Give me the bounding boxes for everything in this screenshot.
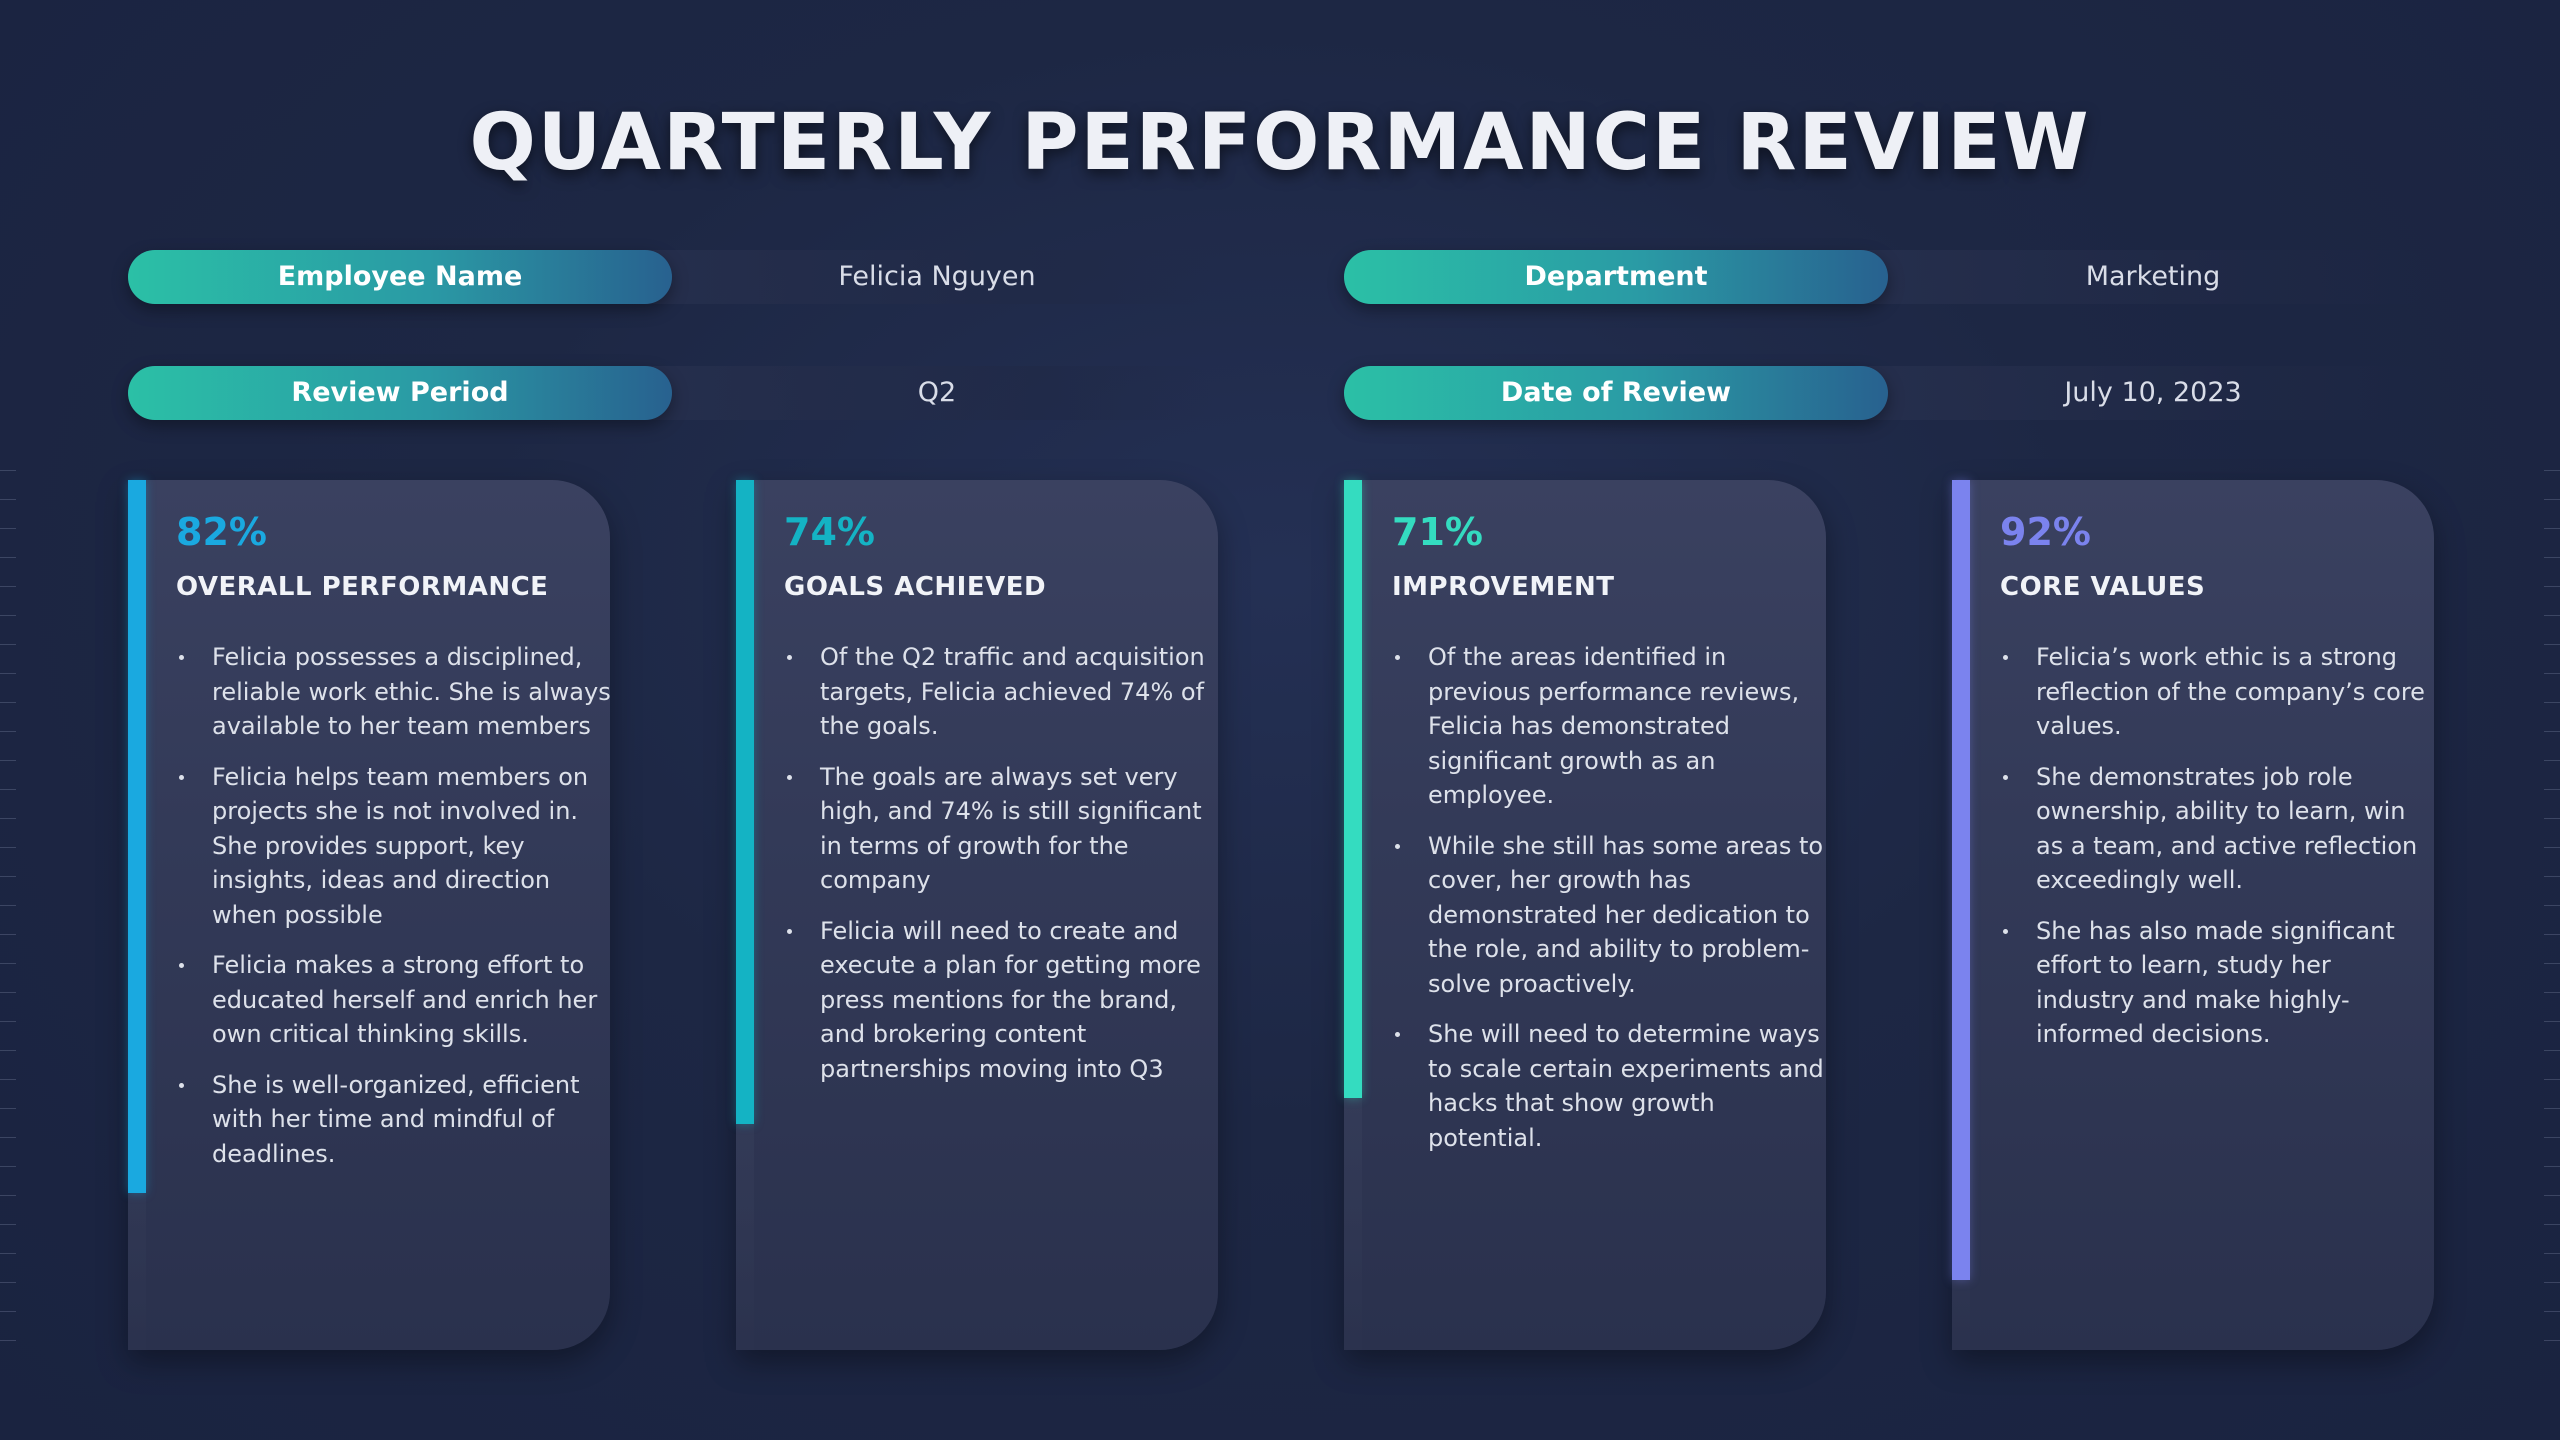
date-of-review-field: Date of Review July 10, 2023 xyxy=(1344,366,2430,420)
card-title: OVERALL PERFORMANCE xyxy=(176,572,549,602)
progress-bar xyxy=(128,480,146,1193)
overall-performance-card: 82% OVERALL PERFORMANCE Felicia possesse… xyxy=(128,480,612,1350)
percent-value: 92% xyxy=(2000,510,2091,554)
bullet-item: Of the Q2 traffic and acquisition target… xyxy=(787,640,1220,744)
progress-bar xyxy=(736,480,754,1124)
card-title: GOALS ACHIEVED xyxy=(784,572,1047,602)
page-title: QUARTERLY PERFORMANCE REVIEW xyxy=(469,98,2091,188)
progress-bar xyxy=(1344,480,1362,1098)
department-value: Marketing xyxy=(2085,261,2221,292)
card-title: CORE VALUES xyxy=(2000,572,2206,602)
bullet-item: Of the areas identified in previous perf… xyxy=(1395,640,1828,813)
percent-value: 71% xyxy=(1392,510,1483,554)
bullet-item: She will need to determine ways to scale… xyxy=(1395,1017,1828,1155)
review-period-label: Review Period xyxy=(128,366,672,420)
goals-achieved-card: 74% GOALS ACHIEVED Of the Q2 traffic and… xyxy=(736,480,1218,1350)
percent-value: 74% xyxy=(784,510,875,554)
bullet-item: While she still has some areas to cover,… xyxy=(1395,829,1828,1002)
bullet-item: She has also made significant effort to … xyxy=(2003,914,2436,1052)
department-field: Department Marketing xyxy=(1344,250,2430,304)
bullet-item: Felicia helps team members on projects s… xyxy=(179,760,612,933)
employee-name-field: Employee Name Felicia Nguyen xyxy=(128,250,1214,304)
bullet-item: The goals are always set very high, and … xyxy=(787,760,1220,898)
bullet-item: She is well-organized, efficient with he… xyxy=(179,1068,612,1172)
bullet-list: Felicia possesses a disciplined, reliabl… xyxy=(176,640,612,1187)
bullet-item: Felicia’s work ethic is a strong reflect… xyxy=(2003,640,2436,744)
review-period-field: Review Period Q2 xyxy=(128,366,1214,420)
left-edge-decoration xyxy=(0,470,16,1350)
bullet-item: Felicia will need to create and execute … xyxy=(787,914,1220,1087)
employee-name-value: Felicia Nguyen xyxy=(838,261,1036,292)
review-period-value: Q2 xyxy=(917,377,957,408)
date-of-review-label: Date of Review xyxy=(1344,366,1888,420)
improvement-card: 71% IMPROVEMENT Of the areas identified … xyxy=(1344,480,1826,1350)
bullet-list: Felicia’s work ethic is a strong reflect… xyxy=(2000,640,2436,1068)
card-title: IMPROVEMENT xyxy=(1392,572,1615,602)
right-edge-decoration xyxy=(2544,470,2560,1350)
percent-value: 82% xyxy=(176,510,267,554)
bullet-list: Of the Q2 traffic and acquisition target… xyxy=(784,640,1220,1102)
core-values-card: 92% CORE VALUES Felicia’s work ethic is … xyxy=(1952,480,2434,1350)
progress-bar xyxy=(1952,480,1970,1280)
bullet-item: Felicia possesses a disciplined, reliabl… xyxy=(179,640,612,744)
employee-name-label: Employee Name xyxy=(128,250,672,304)
bullet-item: Felicia makes a strong effort to educate… xyxy=(179,948,612,1052)
date-of-review-value: July 10, 2023 xyxy=(2064,377,2242,408)
bullet-list: Of the areas identified in previous perf… xyxy=(1392,640,1828,1171)
bullet-item: She demonstrates job role ownership, abi… xyxy=(2003,760,2436,898)
department-label: Department xyxy=(1344,250,1888,304)
